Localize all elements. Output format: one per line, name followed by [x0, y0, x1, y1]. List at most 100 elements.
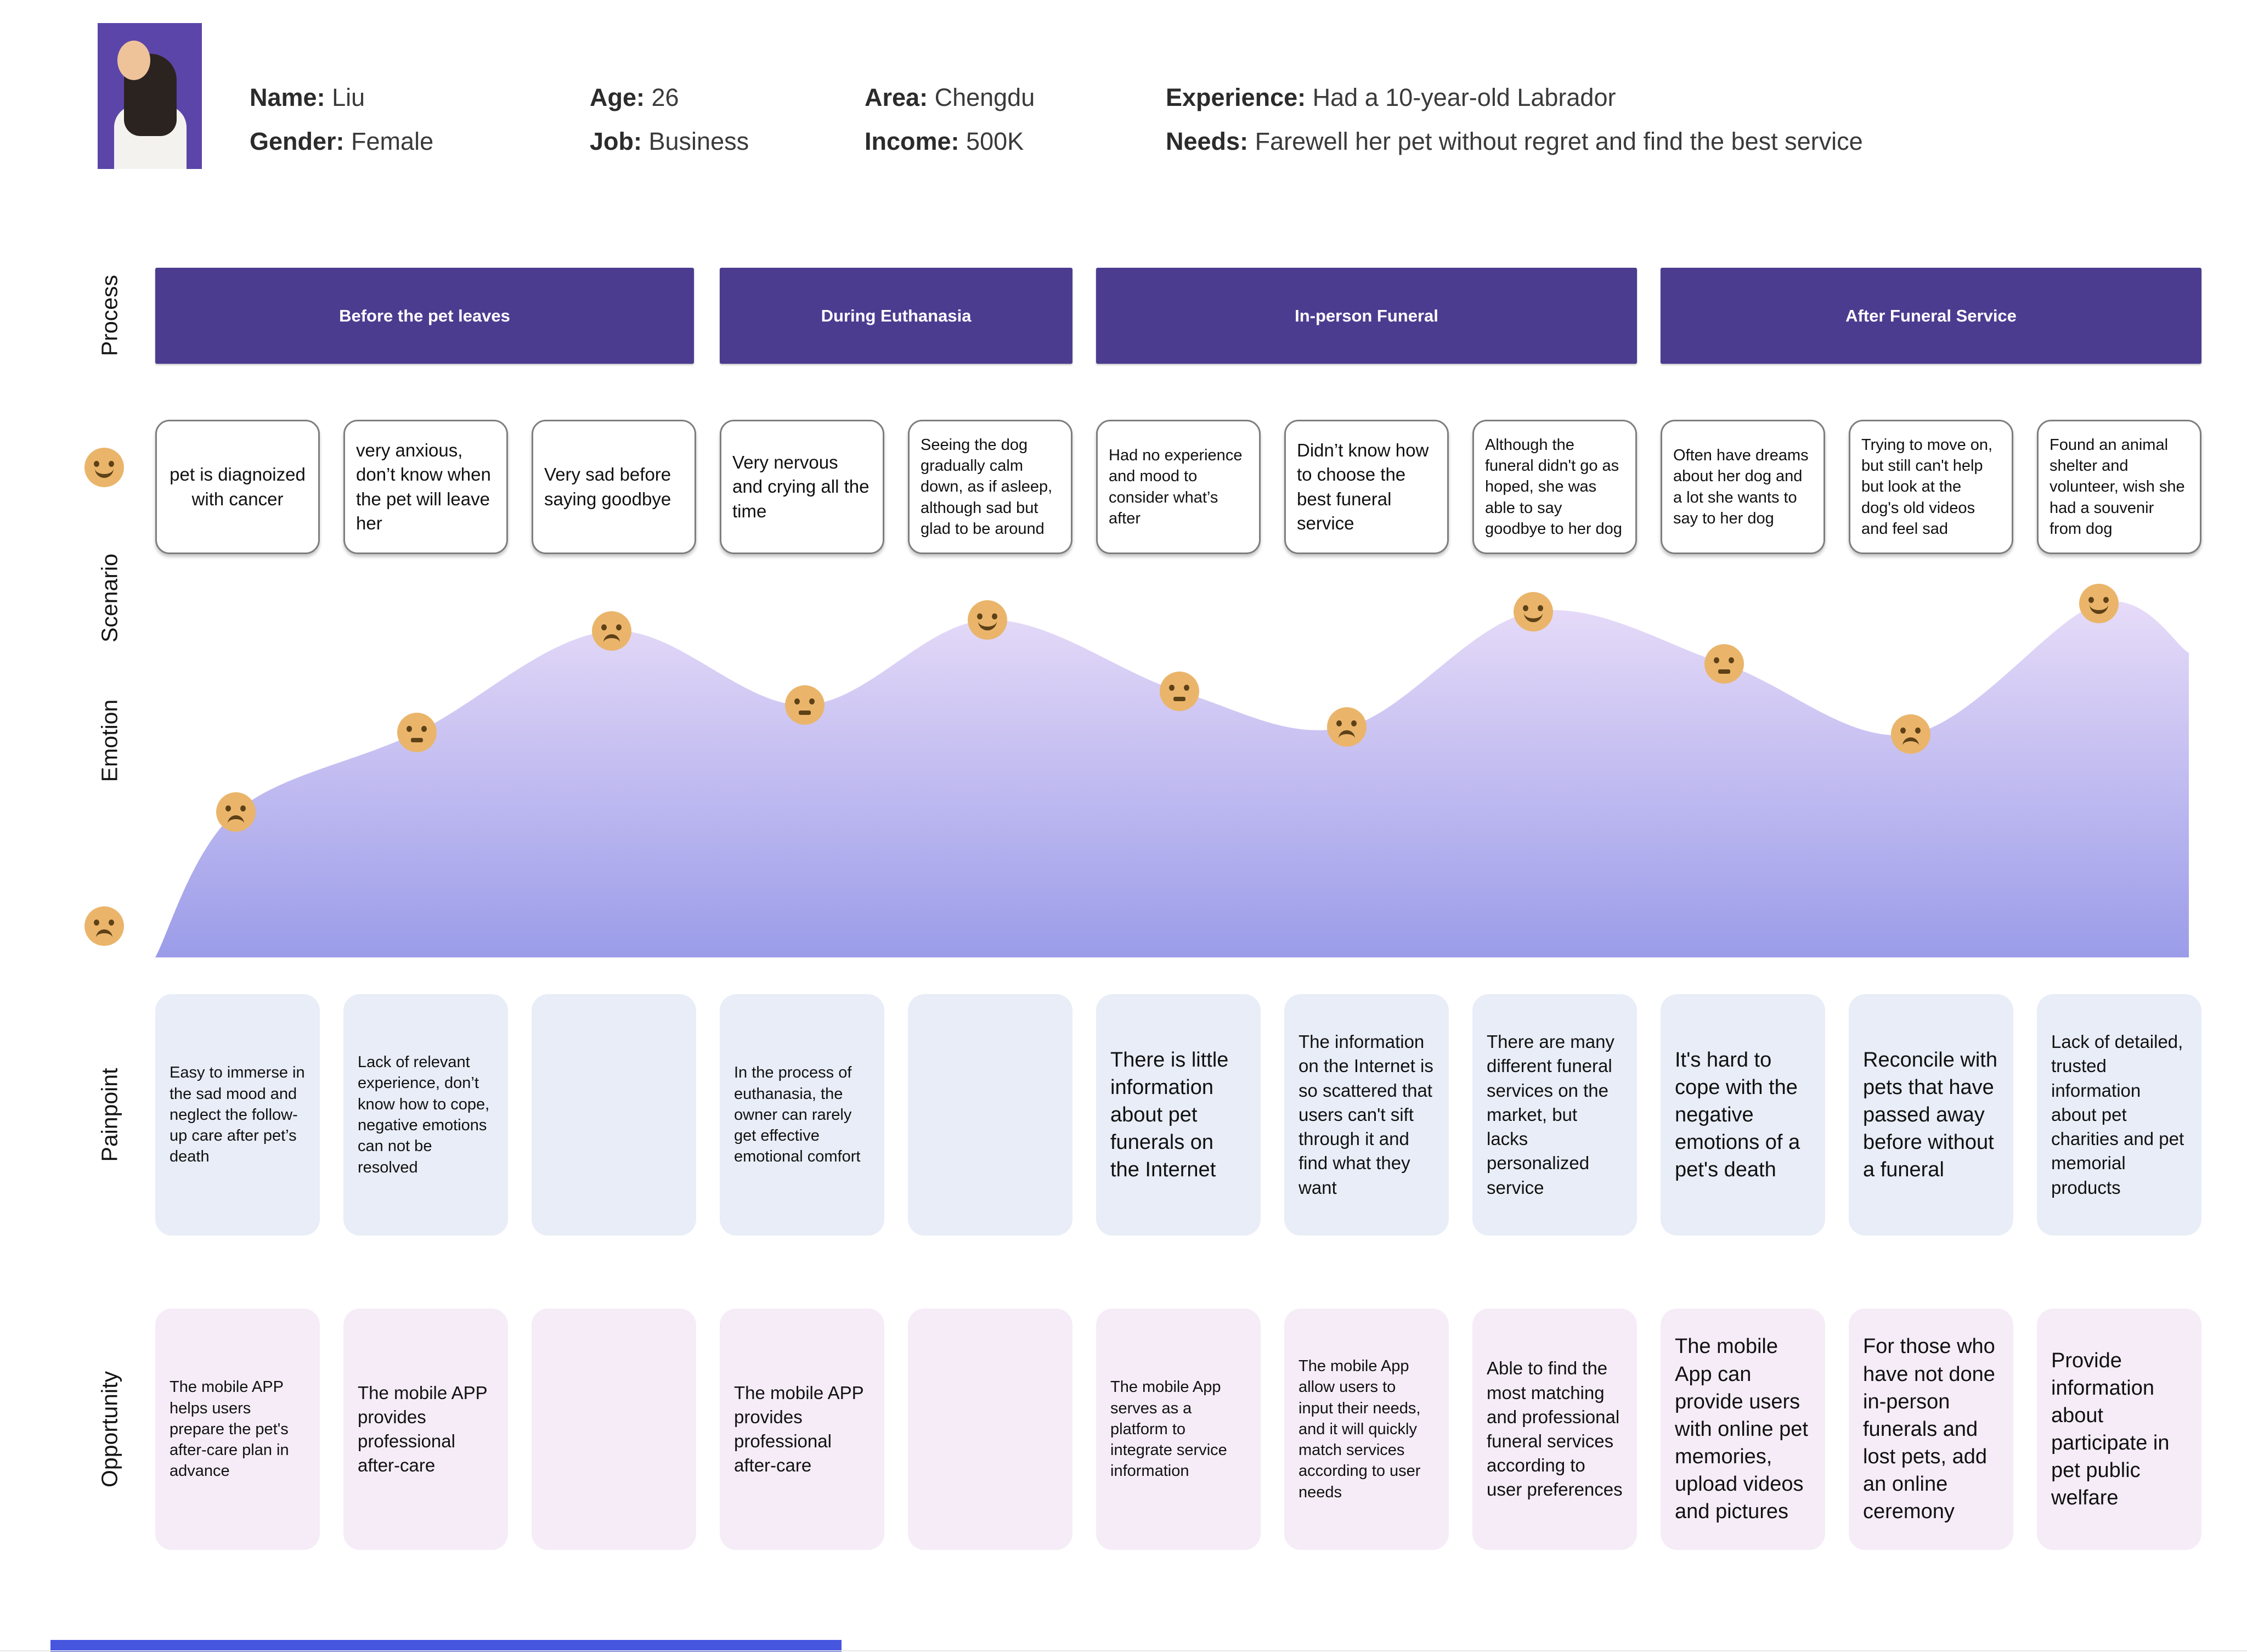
persona-gender: Gender: Female [250, 127, 433, 156]
persona-needs-label: Needs: [1166, 127, 1249, 155]
eye-icon [1900, 728, 1906, 734]
mouth-icon [603, 634, 620, 642]
scenario-card: pet is diagnoized with cancer [155, 420, 320, 554]
emotion-point-face [1327, 707, 1367, 747]
persona-name-label: Name: [250, 83, 325, 111]
scenario-card: very anxious, don’t know when the pet wi… [343, 420, 508, 554]
happy-face-icon [84, 448, 124, 487]
painpoint-card: The information on the Internet is so sc… [1284, 994, 1449, 1236]
opportunity-card-empty [908, 1309, 1072, 1550]
mouth-icon [2090, 605, 2108, 614]
scenario-card: Although the funeral didn't go as hoped,… [1472, 420, 1637, 554]
scenario-card: Had no experience and mood to consider w… [1096, 420, 1261, 554]
opportunity-card: The mobile App serves as a platform to i… [1096, 1309, 1261, 1550]
eye-icon [407, 726, 412, 732]
persona-job: Job: Business [590, 127, 749, 156]
emotion-point-face [216, 792, 256, 832]
persona-name-value: Liu [332, 83, 365, 111]
scenario-card: Seeing the dog gradually calm down, as i… [908, 420, 1072, 554]
process-stage: After Funeral Service [1661, 268, 2201, 364]
persona-area-value: Chengdu [934, 83, 1035, 111]
persona-income-label: Income: [865, 127, 959, 155]
persona-income-value: 500K [966, 127, 1024, 155]
opportunity-card-empty [532, 1309, 696, 1550]
persona-gender-label: Gender: [250, 127, 345, 155]
eye-icon [109, 461, 114, 467]
emotion-point-face [1704, 644, 1744, 684]
painpoint-card: In the process of euthanasia, the owner … [720, 994, 884, 1236]
eye-icon [1523, 605, 1528, 611]
scenario-card: Very sad before saying goodbye [532, 420, 696, 554]
persona-name: Name: Liu [250, 83, 365, 112]
opportunity-card: For those who have not done in-person fu… [1849, 1309, 2013, 1550]
eye-icon [794, 698, 800, 704]
emotion-point-face [968, 600, 1007, 640]
emotion-point-face [397, 713, 437, 752]
persona-age-label: Age: [590, 83, 645, 111]
opportunity-card: The mobile APP provides professional aft… [720, 1309, 884, 1550]
scenario-card: Often have dreams about her dog and a lo… [1661, 420, 1825, 554]
scenario-card: Trying to move on, but still can't help … [1849, 420, 2013, 554]
persona-needs: Needs: Farewell her pet without regret a… [1166, 127, 1863, 156]
bottom-hairline [0, 1650, 2247, 1651]
emotion-point-face [785, 685, 825, 725]
mouth-icon [1718, 669, 1730, 674]
painpoint-card: Lack of relevant experience, don’t know … [343, 994, 508, 1236]
emotion-point-face [1160, 672, 1199, 711]
persona-experience-value: Had a 10-year-old Labrador [1312, 83, 1616, 111]
persona-age: Age: 26 [590, 83, 679, 112]
persona-experience: Experience: Had a 10-year-old Labrador [1166, 83, 1616, 112]
mouth-icon [1902, 737, 1919, 746]
emotion-point-face [1514, 592, 1553, 632]
eye-icon [1169, 685, 1175, 691]
persona-job-label: Job: [590, 127, 642, 155]
opportunity-card: Provide information about participate in… [2037, 1309, 2201, 1550]
eye-icon [1184, 685, 1189, 691]
mouth-icon [1339, 730, 1355, 738]
persona-gender-value: Female [351, 127, 434, 155]
scenario-card: Very nervous and crying all the time [720, 420, 884, 554]
persona-area: Area: Chengdu [865, 83, 1035, 112]
bottom-accent-bar [50, 1640, 842, 1652]
mouth-icon [1173, 697, 1185, 701]
mouth-icon [411, 738, 423, 742]
eye-icon [616, 624, 622, 630]
emotion-point-face [592, 611, 631, 651]
painpoint-card: Easy to immerse in the sad mood and negl… [155, 994, 320, 1236]
mouth-icon [1524, 613, 1543, 622]
eye-icon [992, 613, 997, 619]
painpoint-card: There is little information about pet fu… [1096, 994, 1261, 1236]
scenario-card: Found an animal shelter and volunteer, w… [2037, 420, 2201, 554]
mouth-icon [228, 815, 244, 824]
persona-photo-face [117, 41, 150, 80]
eye-icon [421, 726, 427, 732]
eye-icon [109, 920, 114, 926]
mouth-icon [96, 929, 112, 938]
process-stage: Before the pet leaves [155, 268, 694, 364]
painpoint-card-empty [532, 994, 696, 1236]
eye-icon [2088, 597, 2094, 603]
mouth-icon [95, 469, 114, 478]
eye-icon [2103, 597, 2109, 603]
eye-icon [94, 461, 99, 467]
mouth-icon [799, 711, 811, 715]
opportunity-card: The mobile APP provides professional aft… [343, 1309, 508, 1550]
eye-icon [1714, 657, 1719, 663]
eye-icon [601, 624, 607, 630]
opportunity-card: The mobile App allow users to input thei… [1284, 1309, 1449, 1550]
eye-icon [1336, 720, 1342, 726]
painpoint-card-empty [908, 994, 1072, 1236]
eye-icon [225, 805, 231, 811]
eye-icon [1538, 605, 1543, 611]
emotion-area [155, 601, 2189, 957]
opportunity-card: The mobile APP helps users prepare the p… [155, 1309, 320, 1550]
persona-income: Income: 500K [865, 127, 1024, 156]
painpoint-card: It's hard to cope with the negative emot… [1661, 994, 1825, 1236]
eye-icon [1351, 720, 1357, 726]
eye-icon [977, 613, 983, 619]
painpoint-card: Lack of detailed, trusted information ab… [2037, 994, 2201, 1236]
emotion-point-face [1891, 714, 1930, 754]
persona-experience-label: Experience: [1166, 83, 1306, 111]
eye-icon [1729, 657, 1734, 663]
